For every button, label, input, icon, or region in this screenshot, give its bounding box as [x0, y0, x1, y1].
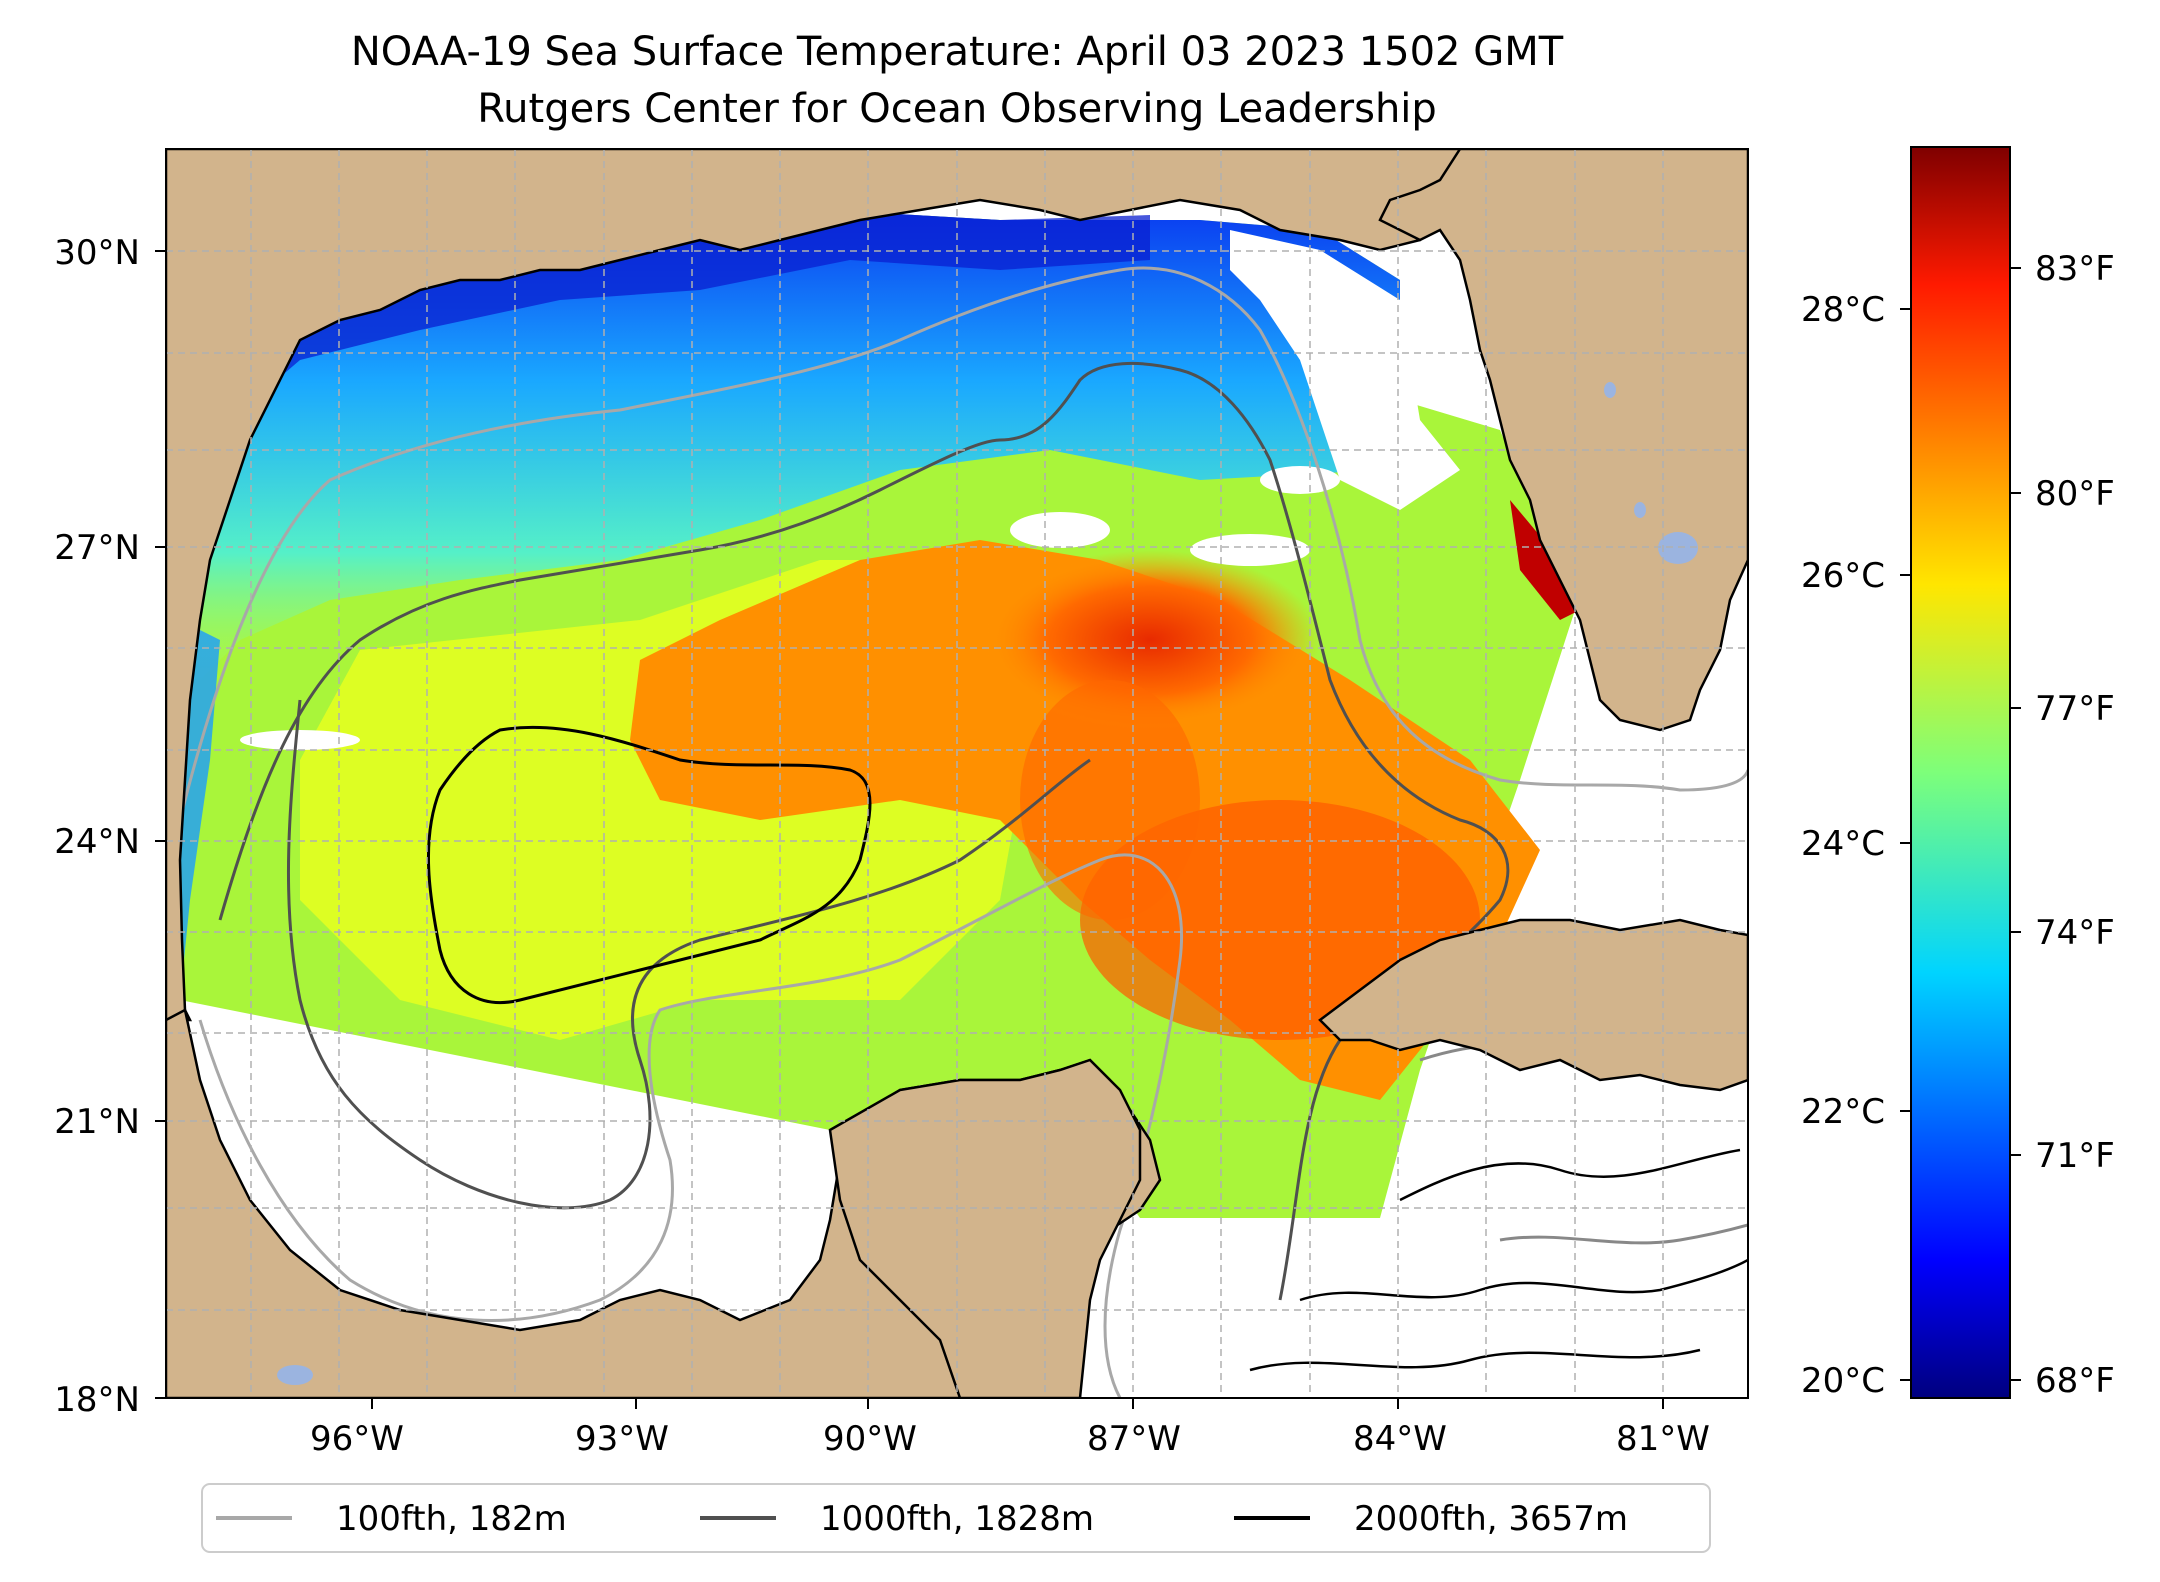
lake-small-2 [1634, 502, 1646, 518]
colorbar-fahrenheit-label: 71°F [2035, 1136, 2115, 1176]
colorbar-celsius-label: 28°C [1801, 290, 1885, 330]
colorbar-celsius-label: 22°C [1801, 1092, 1885, 1132]
cloud-gap-bigbend [1230, 230, 1460, 510]
colorbar-fahrenheit-label: 68°F [2035, 1361, 2115, 1401]
map-frame [165, 148, 1749, 1399]
contour-2000fth [427, 725, 872, 1005]
lake-small-1 [1604, 382, 1616, 398]
lat-tick-label: 18°N [54, 1380, 140, 1420]
contour-100fth-south [198, 853, 1183, 1398]
lat-tick-label: 21°N [54, 1102, 140, 1142]
legend-label-1000fth: 1000fth, 1828m [820, 1499, 1094, 1539]
lat-tick-label: 27°N [54, 528, 140, 568]
colorbar: 20°C 22°C 24°C 26°C 28°C 68°F 71°F 74°F … [1801, 146, 2115, 1401]
title-line-1: NOAA-19 Sea Surface Temperature: April 0… [351, 29, 1564, 75]
lon-tick-label: 87°W [1087, 1419, 1181, 1459]
cloud-gap-1 [1010, 512, 1110, 548]
lon-tick-label: 84°W [1353, 1419, 1447, 1459]
lake-small-3 [277, 1365, 313, 1385]
colorbar-gradient [1910, 146, 2011, 1399]
contour-100fth [178, 266, 1748, 821]
cloud-gap-2 [1190, 534, 1310, 566]
colorbar-fahrenheit-label: 74°F [2035, 913, 2115, 953]
land-florida [1378, 149, 1748, 732]
lon-tick-label: 81°W [1616, 1419, 1710, 1459]
lon-tick-label: 90°W [823, 1419, 917, 1459]
land-yucatan [828, 1058, 1142, 1398]
sst-florida-warm-strip [1510, 500, 1580, 620]
title-line-2: Rutgers Center for Ocean Observing Leade… [477, 86, 1437, 132]
colorbar-ticks [1900, 267, 2021, 1381]
land-cuba [1318, 918, 1748, 1092]
sst-warm-mid [1020, 680, 1200, 920]
contour-legend: 100fth, 182m 1000fth, 1828m 2000fth, 365… [201, 1483, 1711, 1553]
sst-cool-north [180, 210, 1400, 700]
sst-warm-core [980, 550, 1320, 730]
gridlines [166, 149, 1748, 1398]
map-area [166, 149, 1748, 1398]
lake-okeechobee [1658, 532, 1698, 564]
colorbar-fahrenheit-label: 80°F [2035, 474, 2115, 514]
contour-2000fth-south [1249, 1148, 1748, 1372]
legend-label-2000fth: 2000fth, 3657m [1354, 1499, 1628, 1539]
lat-tick-label: 24°N [54, 822, 140, 862]
cloud-gap-4 [240, 730, 360, 750]
colorbar-fahrenheit-label: 83°F [2035, 249, 2115, 289]
colorbar-celsius-label: 24°C [1801, 824, 1885, 864]
legend-label-100fth: 100fth, 182m [336, 1499, 567, 1539]
lat-tick-label: 30°N [54, 233, 140, 273]
colorbar-celsius-label: 26°C [1801, 556, 1885, 596]
lon-tick-label: 96°W [310, 1419, 404, 1459]
colorbar-fahrenheit-label: 77°F [2035, 689, 2115, 729]
axis-ticks [155, 250, 1664, 1409]
legend-box [201, 1483, 1711, 1553]
lon-tick-label: 93°W [575, 1419, 669, 1459]
land-texas-louisiana-coast [166, 149, 1748, 1022]
contour-1000fth-west [286, 699, 1091, 1210]
sst-cold-coastal [180, 210, 1150, 600]
colorbar-celsius-label: 20°C [1801, 1361, 1885, 1401]
